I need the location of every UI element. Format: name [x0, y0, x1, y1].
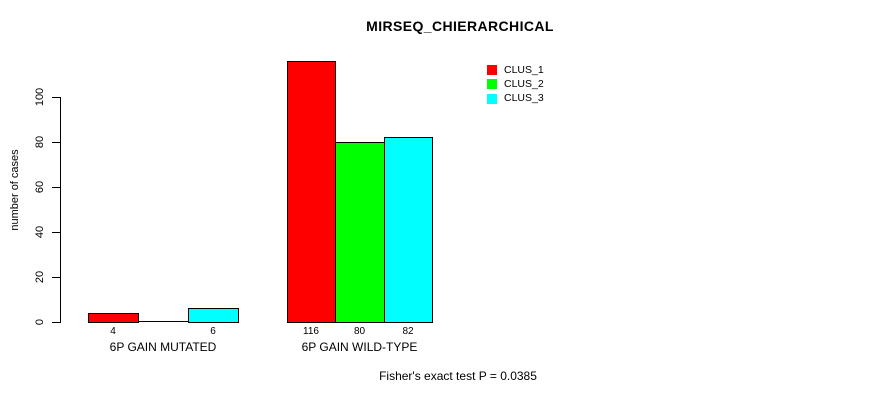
y-tick-label: 80 [34, 135, 46, 149]
legend-item-clus_2: CLUS_2 [487, 77, 544, 91]
bar-value-label: 4 [110, 326, 116, 337]
bar-value-label: 116 [303, 326, 319, 337]
chart-title: MIRSEQ_CHIERARCHICAL [366, 18, 554, 34]
x-category-label: 6P GAIN MUTATED [109, 340, 217, 354]
bar-clus_1-group1 [88, 313, 139, 323]
legend-label: CLUS_2 [504, 78, 544, 91]
x-category-label: 6P GAIN WILD-TYPE [301, 340, 418, 354]
y-axis-line [60, 97, 61, 323]
bar-clus_3-group1 [188, 308, 239, 323]
legend-label: CLUS_1 [504, 63, 544, 76]
y-tick [52, 232, 60, 233]
y-tick [52, 322, 60, 323]
y-tick [52, 277, 60, 278]
y-tick [52, 97, 60, 98]
bar-value-label: 6 [210, 326, 216, 337]
legend-label: CLUS_3 [504, 92, 544, 105]
y-tick-label: 40 [34, 225, 46, 239]
y-axis-title: number of cases [9, 149, 21, 231]
bar-clus_1-group2 [287, 61, 336, 323]
bar-value-label: 80 [353, 326, 366, 337]
bar-clus_2-group1-zero [138, 321, 189, 322]
bar-clus_3-group2 [384, 137, 433, 323]
legend: CLUS_1 CLUS_2 CLUS_3 [487, 63, 544, 106]
legend-item-clus_1: CLUS_1 [487, 63, 544, 77]
legend-item-clus_3: CLUS_3 [487, 92, 544, 106]
annotation-text: Fisher's exact test P = 0.0385 [379, 369, 537, 383]
y-tick [52, 142, 60, 143]
bar-clus_2-group2 [335, 142, 385, 323]
y-tick [52, 187, 60, 188]
y-tick-label: 0 [34, 318, 46, 326]
legend-swatch-clus_1 [487, 65, 497, 75]
legend-swatch-clus_2 [487, 79, 497, 90]
bar-value-label: 82 [402, 326, 414, 337]
legend-swatch-clus_3 [487, 93, 497, 104]
y-tick-label: 60 [34, 180, 46, 194]
y-tick-label: 100 [34, 87, 46, 107]
y-tick-label: 20 [34, 270, 46, 284]
